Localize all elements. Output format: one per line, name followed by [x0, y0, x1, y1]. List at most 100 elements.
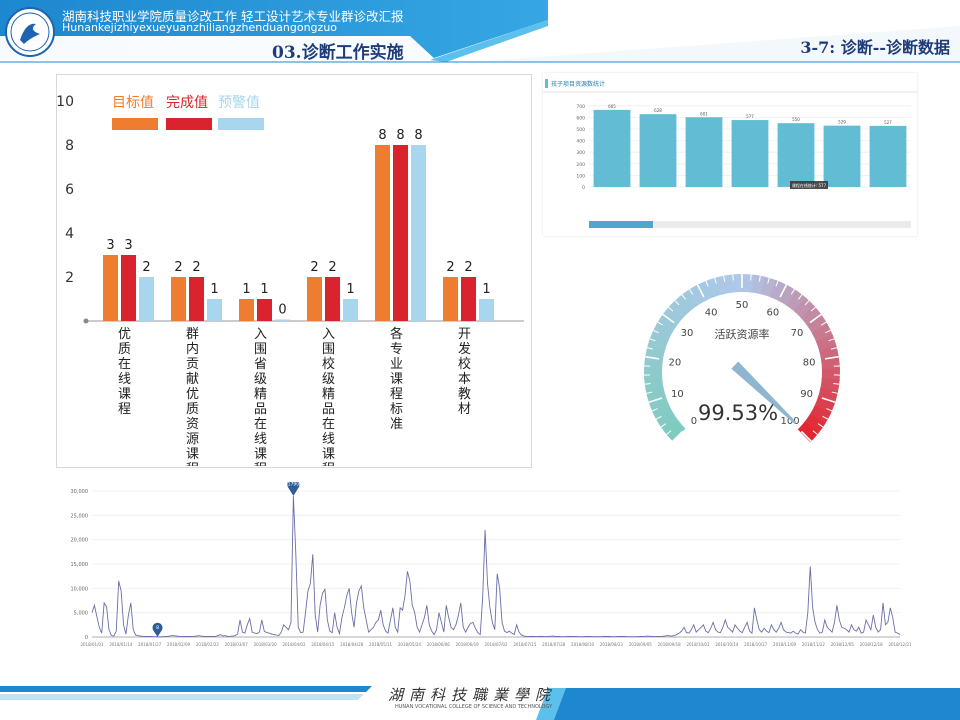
bar [343, 299, 358, 321]
header-title: 湖南科技职业学院质量诊改工作 轻工设计艺术专业群诊改汇报 [62, 9, 404, 24]
gauge-tick [821, 397, 836, 404]
x-tick-label: 2018/07/15 [513, 642, 537, 647]
bar [239, 299, 254, 321]
bar [869, 125, 907, 187]
header-pinyin: Hunankejizhiyexueyuanzhiliangzhenduangon… [62, 21, 338, 34]
footer-right-accent [536, 688, 566, 720]
gauge-tick [660, 423, 667, 428]
x-tick-label: 2018/09/05 [629, 642, 653, 647]
gauge-arc-segment [719, 274, 734, 295]
x-tick-label: 2018/12/05 [831, 642, 855, 647]
header-banner [0, 0, 960, 63]
bar [479, 299, 494, 321]
bar-value-label: 2 [142, 260, 150, 275]
gauge-tick [800, 430, 812, 442]
category-label: 群内贡献优质资源课程 [186, 327, 199, 466]
x-tick-label: 2018/01/01 [80, 642, 104, 647]
bar [461, 277, 476, 321]
x-tick-label: 2018/04/15 [311, 642, 335, 647]
bar-value-label: 2 [310, 260, 318, 275]
bar-value-label: 577 [746, 114, 754, 119]
gauge-tick [666, 430, 672, 435]
bar [189, 277, 204, 321]
category-label: 入围校级精品在线课程 [322, 327, 335, 466]
gauge-arc-segment [647, 333, 669, 351]
x-tick-label: 2018/02/22 [196, 642, 220, 647]
x-tick-label: 2018/04/02 [282, 642, 306, 647]
gauge-tick [804, 300, 810, 306]
gauge-tick-label: 70 [791, 328, 804, 339]
gauge-tick-label: 60 [767, 307, 780, 318]
x-tick-label: 2018/09/18 [658, 642, 682, 647]
gauge-arc-segment [730, 274, 744, 293]
header-right-band [470, 26, 960, 62]
bar-value-label: 1 [482, 282, 490, 297]
gauge-tick [689, 288, 694, 295]
gauge-tick [646, 347, 654, 350]
footer-left-stripe [0, 686, 372, 692]
bar-value-label: 2 [464, 260, 472, 275]
x-tick-label: 2018/07/28 [542, 642, 566, 647]
gauge-tick [657, 321, 664, 326]
legend-label: 完成值 [166, 95, 208, 111]
gauge-tick [822, 415, 829, 420]
y-tick-label: 0 [582, 185, 585, 191]
gauge-tick [645, 355, 660, 360]
y-tick-label: 200 [576, 162, 585, 168]
y-tick-label: 10,000 [71, 586, 89, 592]
gauge-tick [714, 277, 717, 284]
gauge-arc-segment [657, 412, 680, 433]
x-tick-label: 2018/07/02 [484, 642, 508, 647]
y-tick-label: 500 [576, 127, 585, 133]
y-tick-label: 20,000 [71, 538, 89, 544]
gauge-tick [810, 306, 816, 312]
gauge-arc-segment [760, 276, 778, 298]
gauge-tick-label: 100 [781, 416, 800, 427]
x-tick-label: 2018/12/18 [860, 642, 884, 647]
usage-line-chart-panel [56, 482, 924, 652]
bar-value-label: 1 [210, 282, 218, 297]
y-tick-label: 2 [65, 270, 74, 286]
x-tick-label: 2018/08/23 [600, 642, 624, 647]
tooltip-text: 课程在线统计: 577 [792, 182, 827, 188]
x-tick-label: 2018/10/14 [715, 642, 739, 647]
x-tick-label: 2018/10/01 [686, 642, 710, 647]
gauge-tick [674, 300, 680, 306]
gauge-arc-segment [797, 421, 819, 443]
bar [375, 145, 390, 321]
legend-label: 预警值 [218, 95, 260, 111]
bar [411, 145, 426, 321]
x-tick-label: 2018/11/09 [773, 642, 797, 647]
scrollbar-thumb [589, 221, 653, 228]
bar-value-label: 2 [192, 260, 200, 275]
x-tick-label: 2018/08/10 [571, 642, 595, 647]
bar [121, 255, 136, 321]
gauge-arc-segment [678, 289, 699, 312]
gauge-tick [828, 338, 835, 342]
y-tick-label: 400 [576, 139, 585, 145]
gauge-arc-segment [687, 284, 707, 306]
legend-label: 目标值 [112, 95, 154, 111]
legend-swatch [112, 118, 158, 130]
gauge-title: 活跃资源率 [715, 327, 770, 341]
x-tick-label: 2018/06/19 [456, 642, 480, 647]
y-tick-label: 0 [85, 635, 88, 641]
gauge-tick [830, 347, 838, 350]
chart-title-marker [545, 79, 548, 88]
x-tick-label: 2018/12/31 [888, 642, 912, 647]
gauge-tick [809, 313, 822, 324]
category-label: 入围省级精品在线课程 [254, 327, 267, 466]
bar [639, 114, 677, 187]
gauge-arc-segment [806, 314, 829, 334]
slide-subtitle: 3-7: 诊断--诊断数据 [800, 38, 950, 57]
min-marker-pin [152, 622, 163, 637]
series-line [91, 495, 901, 638]
gauge-tick [653, 329, 659, 334]
scrollbar-track [589, 221, 911, 228]
gauge-tick-label: 0 [691, 416, 697, 427]
gauge-arc-segment [821, 368, 840, 382]
bar [307, 277, 322, 321]
gauge-tick-label: 50 [736, 300, 749, 311]
y-tick-label: 5,000 [74, 611, 88, 617]
y-tick-label: 10 [56, 94, 74, 110]
